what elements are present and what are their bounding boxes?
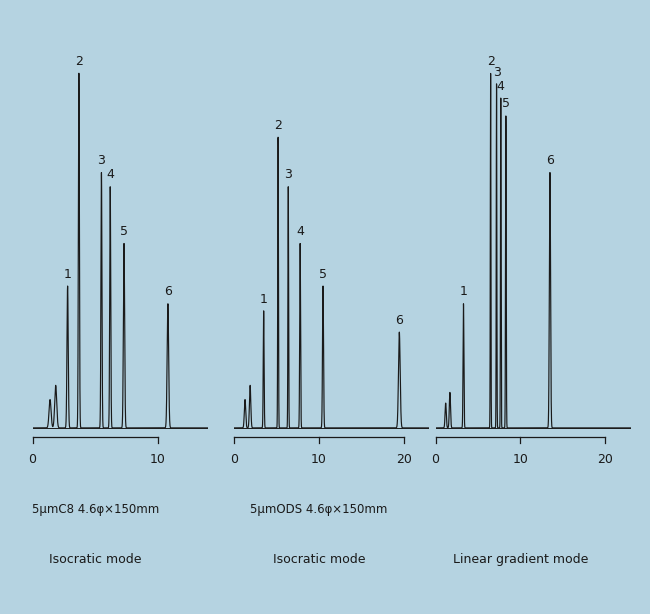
Text: 3: 3 (493, 66, 500, 79)
Text: 3: 3 (284, 168, 292, 181)
Text: 1: 1 (64, 268, 72, 281)
Text: 6: 6 (164, 286, 172, 298)
Text: 10: 10 (512, 453, 528, 466)
Text: 6: 6 (546, 154, 554, 167)
Text: 20: 20 (597, 453, 613, 466)
Text: 2: 2 (487, 55, 495, 68)
Text: Isocratic mode: Isocratic mode (272, 553, 365, 565)
Text: 4: 4 (296, 225, 304, 238)
Text: 5: 5 (502, 98, 510, 111)
Text: 1: 1 (460, 286, 467, 298)
Text: 5μmODS 4.6φ×150mm: 5μmODS 4.6φ×150mm (250, 503, 387, 516)
Text: 0: 0 (432, 453, 439, 466)
Text: 5: 5 (319, 268, 327, 281)
Text: 2: 2 (75, 55, 83, 68)
Text: 5μmC8 4.6φ×150mm: 5μmC8 4.6φ×150mm (32, 503, 159, 516)
Text: 10: 10 (311, 453, 327, 466)
Text: Linear gradient mode: Linear gradient mode (452, 553, 588, 565)
Text: 5: 5 (120, 225, 128, 238)
Text: 4: 4 (107, 168, 114, 181)
Text: Isocratic mode: Isocratic mode (49, 553, 142, 565)
Text: 1: 1 (260, 292, 268, 306)
Text: 0: 0 (230, 453, 238, 466)
Text: 6: 6 (395, 314, 403, 327)
Text: 4: 4 (497, 80, 504, 93)
Text: 20: 20 (396, 453, 411, 466)
Text: 3: 3 (98, 154, 105, 167)
Text: 0: 0 (29, 453, 36, 466)
Text: 2: 2 (274, 119, 282, 132)
Text: 10: 10 (150, 453, 166, 466)
